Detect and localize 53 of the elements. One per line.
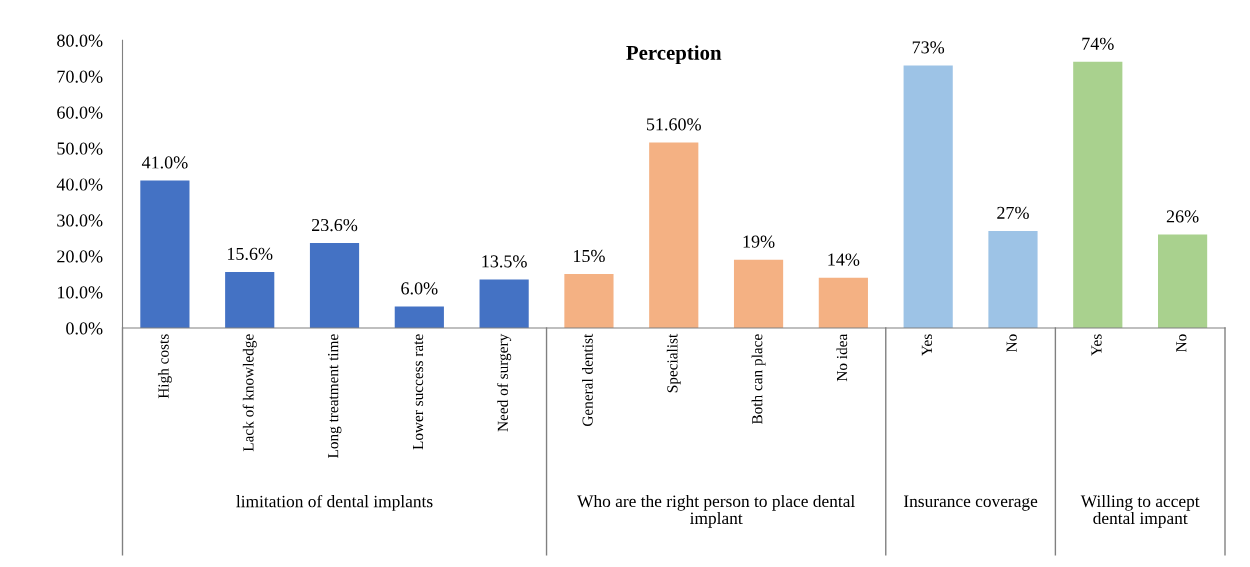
data-label: 26% — [1166, 210, 1199, 223]
data-label: 13.5% — [482, 255, 527, 268]
y-tick-label: 10.0% — [58, 286, 103, 299]
bar — [394, 306, 444, 329]
y-tick-label: 50.0% — [57, 142, 103, 155]
data-label: 15.6% — [227, 247, 273, 260]
x-tick-label: Lack of knowledge — [242, 334, 257, 452]
bar — [479, 279, 529, 329]
bar — [649, 142, 699, 329]
bar — [1158, 234, 1208, 329]
data-label: 23.6% — [311, 218, 358, 232]
x-tick-label: No idea — [836, 333, 848, 382]
x-tick-label: Need of surgery — [497, 333, 512, 432]
data-label: 19% — [743, 235, 775, 248]
y-tick-label: 60.0% — [57, 106, 103, 119]
x-tick-label: Both can place — [751, 334, 766, 425]
text: Insurance coverage — [903, 495, 1038, 511]
data-label: 51.60% — [646, 118, 701, 131]
y-tick-label: 0.0% — [66, 322, 103, 335]
bar — [733, 259, 784, 329]
x-tick-label: Yes — [921, 334, 932, 356]
x-tick-label: High costs — [157, 334, 172, 399]
x-tick-label: Long treatment time — [328, 334, 342, 459]
data-label: 73% — [912, 41, 945, 54]
bar — [140, 180, 190, 329]
text: limitation of dental implants — [236, 494, 433, 511]
x-tick-label: No — [1176, 334, 1187, 352]
data-label: 14% — [828, 253, 860, 266]
x-tick-label: Yes — [1091, 334, 1102, 356]
text: Who are the right person to place dental implant — [577, 494, 855, 528]
bar — [903, 65, 953, 329]
y-tick-label: 70.0% — [57, 70, 103, 83]
chart-title: Perception — [626, 45, 722, 65]
x-tick-label: Lower success rate — [413, 334, 424, 450]
x-tick-label: No — [1006, 334, 1017, 352]
y-tick-label: 20.0% — [57, 250, 103, 263]
y-tick-label: 80.0% — [57, 34, 103, 47]
bar — [309, 243, 360, 329]
data-label: 6.0% — [401, 282, 438, 295]
data-label: 41.0% — [141, 156, 188, 169]
bar — [818, 277, 868, 329]
bar — [225, 271, 275, 329]
data-label: 15% — [573, 249, 605, 263]
data-label: 74% — [1082, 37, 1114, 50]
x-tick-label: Specialist — [666, 333, 681, 393]
data-label: 27% — [997, 206, 1029, 219]
y-tick-label: 30.0% — [57, 214, 103, 227]
y-tick-label: 40.0% — [56, 178, 103, 191]
bar — [564, 274, 614, 329]
text: Willing to accept dental impant — [1080, 494, 1200, 528]
x-tick-label: General dentist — [582, 333, 593, 427]
bar — [1073, 61, 1123, 329]
bar — [988, 230, 1038, 329]
